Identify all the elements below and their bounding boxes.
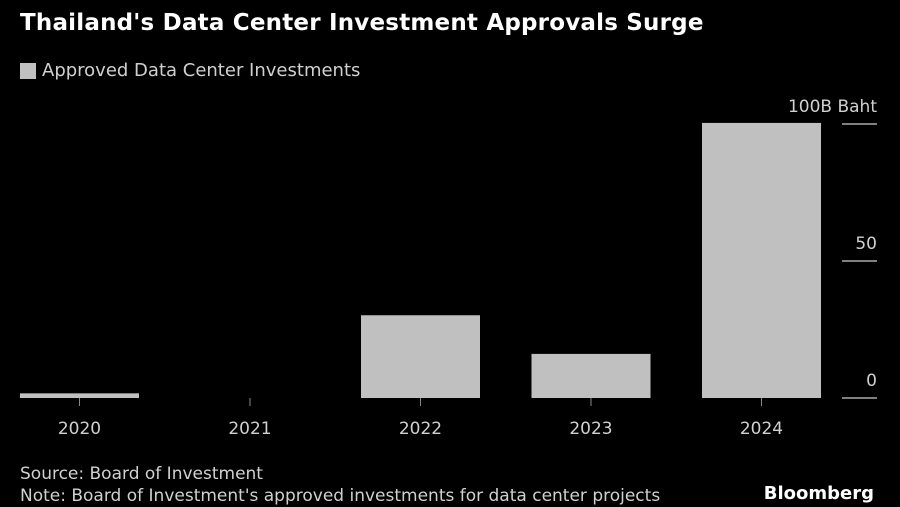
bar-2022 bbox=[361, 315, 480, 398]
y-tick-label-0: 0 bbox=[866, 371, 877, 391]
bar-2023 bbox=[531, 353, 651, 398]
x-tick-label-2022: 2022 bbox=[399, 419, 442, 439]
legend-label: Approved Data Center Investments bbox=[42, 60, 361, 81]
footnote: Note: Board of Investment's approved inv… bbox=[20, 486, 661, 506]
legend: Approved Data Center Investments bbox=[20, 60, 360, 81]
x-tick-label-2024: 2024 bbox=[740, 419, 783, 439]
y-tick-label-50: 50 bbox=[855, 234, 877, 254]
x-tick-label-2020: 2020 bbox=[58, 419, 101, 439]
bloomberg-logo: Bloomberg bbox=[763, 483, 874, 504]
x-tick-label-2023: 2023 bbox=[569, 419, 612, 439]
source-note: Source: Board of Investment bbox=[20, 464, 263, 484]
bar-2024 bbox=[702, 122, 821, 399]
chart-title: Thailand's Data Center Investment Approv… bbox=[20, 10, 704, 36]
x-tick-label-2021: 2021 bbox=[228, 419, 271, 439]
y-tick-label-100: 100B Baht bbox=[788, 97, 877, 117]
bar-2020 bbox=[20, 393, 139, 398]
legend-swatch bbox=[20, 62, 36, 79]
